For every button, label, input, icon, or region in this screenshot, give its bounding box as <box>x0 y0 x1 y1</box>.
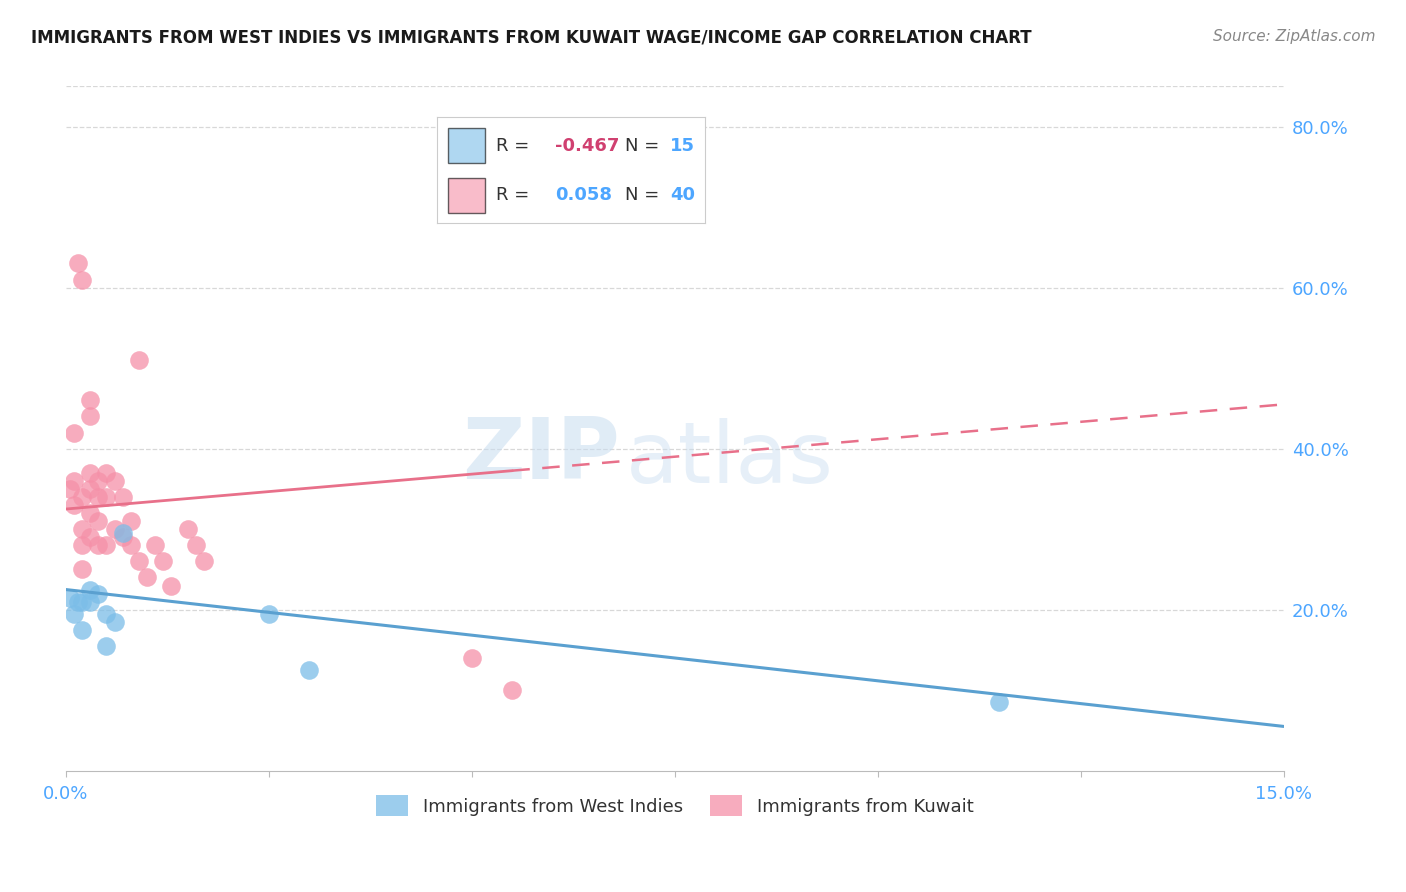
Point <box>193 554 215 568</box>
Point <box>96 538 118 552</box>
Point <box>461 651 484 665</box>
Point <box>120 514 142 528</box>
Point <box>136 570 159 584</box>
Point <box>70 538 93 552</box>
Point <box>66 594 89 608</box>
Legend: Immigrants from West Indies, Immigrants from Kuwait: Immigrants from West Indies, Immigrants … <box>368 788 981 823</box>
Point <box>87 586 110 600</box>
Text: ZIP: ZIP <box>463 415 620 498</box>
Point <box>70 594 93 608</box>
Point <box>143 538 166 552</box>
Point <box>79 530 101 544</box>
Point <box>87 514 110 528</box>
Point <box>63 607 86 621</box>
Point <box>87 538 110 552</box>
Point <box>59 591 82 605</box>
Point <box>79 466 101 480</box>
Point <box>59 482 82 496</box>
Point <box>103 474 125 488</box>
Text: Source: ZipAtlas.com: Source: ZipAtlas.com <box>1212 29 1375 44</box>
Point <box>63 425 86 440</box>
Point <box>128 353 150 368</box>
Point <box>160 578 183 592</box>
Point <box>63 498 86 512</box>
Point <box>298 663 321 677</box>
Point <box>184 538 207 552</box>
Point <box>257 607 280 621</box>
Point <box>79 594 101 608</box>
Point <box>70 272 93 286</box>
Point <box>176 522 198 536</box>
Point <box>111 490 134 504</box>
Text: IMMIGRANTS FROM WEST INDIES VS IMMIGRANTS FROM KUWAIT WAGE/INCOME GAP CORRELATIO: IMMIGRANTS FROM WEST INDIES VS IMMIGRANT… <box>31 29 1032 46</box>
Point <box>120 538 142 552</box>
Point <box>70 522 93 536</box>
Point <box>87 490 110 504</box>
Point <box>152 554 174 568</box>
Point <box>79 582 101 597</box>
Point <box>988 695 1011 709</box>
Point <box>66 256 89 270</box>
Point <box>103 615 125 629</box>
Point <box>96 607 118 621</box>
Point <box>96 639 118 653</box>
Point <box>63 474 86 488</box>
Point <box>103 522 125 536</box>
Point <box>501 683 523 698</box>
Point <box>128 554 150 568</box>
Point <box>79 393 101 408</box>
Point <box>96 466 118 480</box>
Point <box>70 490 93 504</box>
Point <box>79 506 101 520</box>
Point <box>79 482 101 496</box>
Point <box>96 490 118 504</box>
Point <box>87 474 110 488</box>
Point <box>111 526 134 541</box>
Point <box>111 530 134 544</box>
Point <box>79 409 101 424</box>
Point <box>70 623 93 637</box>
Point <box>70 562 93 576</box>
Text: atlas: atlas <box>626 417 834 500</box>
